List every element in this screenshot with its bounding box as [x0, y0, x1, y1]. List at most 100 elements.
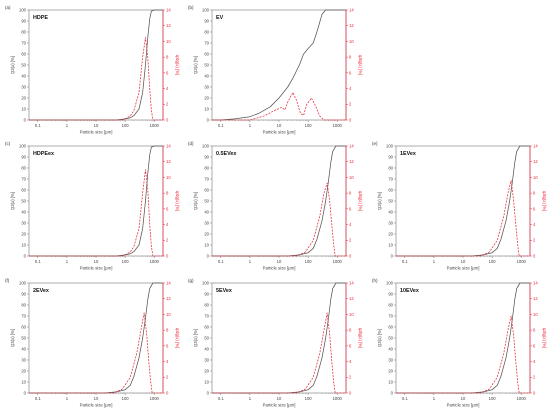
- y-tick-label: 100: [386, 280, 394, 285]
- density-curve: [212, 182, 346, 257]
- x-tick-label: 100: [489, 396, 497, 401]
- y-tick-label: 40: [204, 346, 209, 351]
- y-tick-label: 60: [204, 51, 209, 56]
- x-axis-label: Particle size [µm]: [80, 403, 113, 408]
- y-tick-label: 0: [391, 253, 394, 258]
- panel-title: HDPE: [33, 15, 48, 21]
- x-tick-label: 10: [94, 396, 99, 401]
- y2-tick-label: 10: [349, 175, 354, 180]
- y2-tick-label: 0: [349, 253, 352, 258]
- y-tick-label: 90: [21, 18, 26, 23]
- x-tick-label: 1000: [333, 123, 343, 128]
- cumulative-curve: [396, 145, 530, 257]
- x-tick-label: 10: [277, 123, 282, 128]
- y2-tick-label: 12: [533, 296, 538, 301]
- plot-frame: [28, 145, 164, 257]
- y-axis-label: Q3(x) [%]: [193, 329, 198, 347]
- y-tick-label: 60: [21, 51, 26, 56]
- cumulative-curve: [396, 282, 530, 394]
- y-tick-label: 100: [202, 7, 210, 12]
- y2-tick-label: 6: [533, 343, 536, 348]
- y2-tick-label: 14: [349, 143, 354, 148]
- y2-tick-label: 14: [166, 280, 171, 285]
- y-tick-label: 30: [21, 357, 26, 362]
- y2-tick-label: 2: [533, 375, 536, 380]
- y-tick-label: 30: [204, 84, 209, 89]
- y2-tick-label: 8: [349, 191, 352, 196]
- y2-axis-label: q3lg(x) [%]: [358, 328, 363, 349]
- y-tick-label: 40: [204, 73, 209, 78]
- y-tick-label: 80: [204, 302, 209, 307]
- y-tick-label: 70: [21, 176, 26, 181]
- y-tick-label: 90: [204, 18, 209, 23]
- panel-title: HDPEex: [33, 151, 54, 157]
- x-tick-label: 1000: [150, 259, 160, 264]
- x-tick-label: 1: [249, 123, 252, 128]
- y-axis-label: Q3(x) [%]: [10, 329, 15, 347]
- panel-letter: (h): [372, 278, 378, 283]
- y2-axis-label: q3lg(x) [%]: [175, 328, 180, 349]
- panel-letter: (b): [188, 5, 194, 10]
- x-tick-label: 1: [66, 123, 69, 128]
- y2-tick-label: 2: [349, 238, 352, 243]
- y-tick-label: 0: [24, 117, 27, 122]
- y-tick-label: 10: [388, 379, 393, 384]
- y-tick-label: 60: [204, 187, 209, 192]
- x-tick-label: 100: [122, 123, 130, 128]
- y-tick-label: 50: [21, 62, 26, 67]
- y2-tick-label: 14: [166, 7, 171, 12]
- y-tick-label: 60: [21, 187, 26, 192]
- cumulative-curve: [212, 9, 346, 121]
- y-tick-label: 80: [388, 302, 393, 307]
- panel-letter: (e): [372, 141, 378, 146]
- y2-tick-label: 10: [533, 175, 538, 180]
- y-tick-label: 10: [204, 379, 209, 384]
- y2-axis-label: q3lg(x) [%]: [542, 191, 547, 212]
- y2-tick-label: 12: [349, 159, 354, 164]
- chart-panel-8: (h)10EVex0102030405060708090100024681012…: [372, 278, 547, 408]
- cumulative-curve: [212, 282, 346, 394]
- y2-tick-label: 2: [349, 102, 352, 107]
- y2-tick-label: 14: [349, 280, 354, 285]
- chart-panel-4: (d)0.5EVex010203040506070809010002468101…: [188, 141, 363, 271]
- y-tick-label: 90: [204, 291, 209, 296]
- chart-panel-7: (g)5EVex01020304050607080901000246810121…: [188, 278, 363, 408]
- x-tick-label: 0.1: [35, 123, 41, 128]
- y-tick-label: 20: [388, 231, 393, 236]
- cumulative-curve: [29, 9, 163, 121]
- y2-axis-label: q3lg(x) [%]: [175, 55, 180, 76]
- y2-tick-label: 6: [166, 343, 169, 348]
- y-tick-label: 70: [21, 40, 26, 45]
- x-tick-label: 1000: [333, 396, 343, 401]
- y-tick-label: 60: [388, 324, 393, 329]
- chart-panel-3: (c)HDPEex0102030405060708090100024681012…: [5, 141, 180, 271]
- y2-tick-label: 8: [349, 55, 352, 60]
- y-tick-label: 20: [21, 368, 26, 373]
- y-tick-label: 60: [388, 187, 393, 192]
- density-curve: [396, 315, 530, 394]
- y2-tick-label: 2: [166, 375, 169, 380]
- y2-tick-label: 14: [166, 143, 171, 148]
- y2-tick-label: 6: [349, 343, 352, 348]
- y-tick-label: 0: [207, 117, 210, 122]
- x-tick-label: 100: [122, 396, 130, 401]
- y2-axis-label: q3lg(x) [%]: [542, 328, 547, 349]
- y-tick-label: 100: [202, 143, 210, 148]
- y-tick-label: 50: [204, 335, 209, 340]
- panel-title: 10EVex: [400, 288, 419, 294]
- y-tick-label: 30: [388, 357, 393, 362]
- y-tick-label: 40: [204, 209, 209, 214]
- x-tick-label: 1000: [517, 396, 527, 401]
- y-tick-label: 80: [204, 29, 209, 34]
- y-tick-label: 10: [21, 379, 26, 384]
- y-tick-label: 100: [19, 7, 27, 12]
- y2-tick-label: 14: [533, 143, 538, 148]
- y2-axis-label: q3lg(x) [%]: [175, 191, 180, 212]
- y-tick-label: 10: [388, 242, 393, 247]
- y-tick-label: 50: [388, 335, 393, 340]
- x-tick-label: 100: [305, 396, 313, 401]
- y-tick-label: 10: [21, 106, 26, 111]
- x-tick-label: 10: [277, 396, 282, 401]
- y-tick-label: 80: [388, 165, 393, 170]
- x-tick-label: 0.1: [35, 259, 41, 264]
